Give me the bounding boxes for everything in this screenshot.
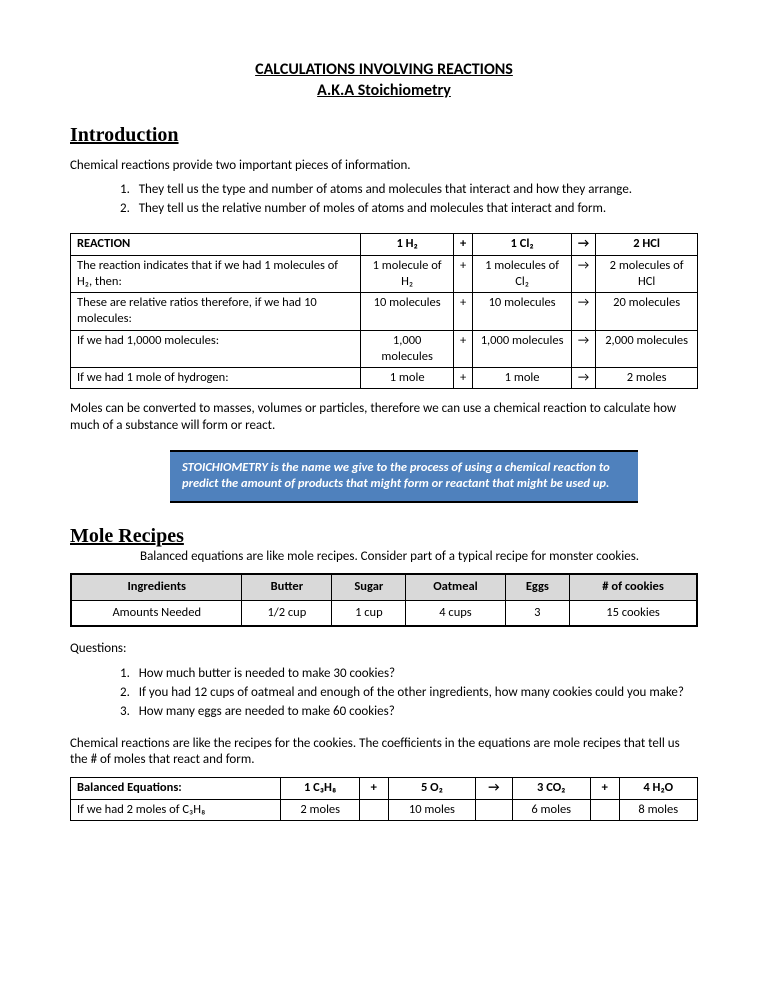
- list-text: They tell us the relative number of mole…: [139, 201, 607, 216]
- td: 4 cups: [406, 600, 505, 626]
- th: 2 HCl: [596, 234, 698, 255]
- td: 20 molecules: [596, 293, 698, 331]
- td: 8 moles: [619, 799, 697, 820]
- td: 1 mole: [473, 368, 572, 389]
- mid-para: Moles can be converted to masses, volume…: [70, 401, 698, 435]
- th: Balanced Equations:: [71, 778, 281, 799]
- th: REACTION: [71, 234, 361, 255]
- recipe-table: Ingredients Butter Sugar Oatmeal Eggs # …: [70, 573, 698, 627]
- td: 1 molecules of Cl₂: [473, 255, 572, 293]
- th: Sugar: [332, 574, 406, 600]
- intro-lead: Chemical reactions provide two important…: [70, 158, 698, 175]
- td: These are relative ratios therefore, if …: [71, 293, 361, 331]
- td: →: [571, 293, 595, 331]
- th: →: [571, 234, 595, 255]
- td: +: [454, 293, 473, 331]
- th: 1 C₃H₈: [281, 778, 359, 799]
- balance-table: Balanced Equations: 1 C₃H₈ + 5 O₂ → 3 CO…: [70, 777, 698, 821]
- subtitle: A.K.A Stoichiometry: [70, 81, 698, 102]
- list-item: 1. How much butter is needed to make 30 …: [120, 666, 698, 683]
- th: Ingredients: [71, 574, 242, 600]
- intro-list: 1. They tell us the type and number of a…: [120, 182, 698, 218]
- recipes-header: Mole Recipes: [70, 523, 698, 549]
- td: Amounts Needed: [71, 600, 242, 626]
- td: 2,000 molecules: [596, 330, 698, 368]
- td: 1/2 cup: [242, 600, 332, 626]
- th: 3 CO₂: [512, 778, 590, 799]
- reaction-table: REACTION 1 H₂ + 1 Cl₂ → 2 HCl The reacti…: [70, 233, 698, 389]
- th: +: [359, 778, 388, 799]
- td: [359, 799, 388, 820]
- td: 2 moles: [596, 368, 698, 389]
- td: [590, 799, 619, 820]
- td: →: [571, 255, 595, 293]
- list-text: If you had 12 cups of oatmeal and enough…: [139, 685, 684, 700]
- th: Butter: [242, 574, 332, 600]
- td: 10 molecules: [473, 293, 572, 331]
- td: 1 mole: [361, 368, 454, 389]
- th: +: [454, 234, 473, 255]
- bridge-para: Chemical reactions are like the recipes …: [70, 736, 698, 770]
- td: 3: [505, 600, 570, 626]
- td: →: [571, 330, 595, 368]
- th: +: [590, 778, 619, 799]
- th: Eggs: [505, 574, 570, 600]
- th: # of cookies: [570, 574, 697, 600]
- td: +: [454, 368, 473, 389]
- list-item: 3. How many eggs are needed to make 60 c…: [120, 704, 698, 721]
- th: 1 H₂: [361, 234, 454, 255]
- td: 1 cup: [332, 600, 406, 626]
- td: [476, 799, 512, 820]
- th: Oatmeal: [406, 574, 505, 600]
- list-text: How many eggs are needed to make 60 cook…: [139, 704, 395, 719]
- td: 10 moles: [388, 799, 476, 820]
- td: 2 molecules of HCl: [596, 255, 698, 293]
- questions-label: Questions:: [70, 641, 698, 658]
- td: +: [454, 255, 473, 293]
- td: 1,000 molecules: [361, 330, 454, 368]
- title-block: CALCULATIONS INVOLVING REACTIONS A.K.A S…: [70, 60, 698, 102]
- td: If we had 1 mole of hydrogen:: [71, 368, 361, 389]
- list-text: They tell us the type and number of atom…: [139, 182, 632, 197]
- td: +: [454, 330, 473, 368]
- th: 4 H₂O: [619, 778, 697, 799]
- td: The reaction indicates that if we had 1 …: [71, 255, 361, 293]
- stoichiometry-callout: STOICHIOMETRY is the name we give to the…: [170, 450, 638, 503]
- td: If we had 1,0000 molecules:: [71, 330, 361, 368]
- list-item: 2. They tell us the relative number of m…: [120, 201, 698, 218]
- td: 10 molecules: [361, 293, 454, 331]
- th: 5 O₂: [388, 778, 476, 799]
- list-item: 2. If you had 12 cups of oatmeal and eno…: [120, 685, 698, 702]
- td: 6 moles: [512, 799, 590, 820]
- td: 1,000 molecules: [473, 330, 572, 368]
- list-text: How much butter is needed to make 30 coo…: [139, 666, 395, 681]
- td: If we had 2 moles of C₃H₈: [71, 799, 281, 820]
- th: →: [476, 778, 512, 799]
- questions-list: 1. How much butter is needed to make 30 …: [120, 666, 698, 721]
- recipes-lead: Balanced equations are like mole recipes…: [140, 549, 698, 566]
- td: 1 molecule of H₂: [361, 255, 454, 293]
- main-title: CALCULATIONS INVOLVING REACTIONS: [70, 60, 698, 81]
- intro-header: Introduction: [70, 122, 698, 148]
- td: 2 moles: [281, 799, 359, 820]
- td: →: [571, 368, 595, 389]
- th: 1 Cl₂: [473, 234, 572, 255]
- list-item: 1. They tell us the type and number of a…: [120, 182, 698, 199]
- td: 15 cookies: [570, 600, 697, 626]
